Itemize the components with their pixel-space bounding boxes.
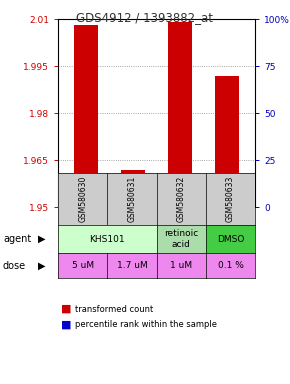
Text: transformed count: transformed count	[75, 305, 154, 314]
Bar	[168, 203, 192, 207]
Text: retinoic
acid: retinoic acid	[164, 229, 198, 249]
Text: 1 uM: 1 uM	[170, 262, 192, 270]
Text: ▶: ▶	[38, 234, 46, 244]
Text: agent: agent	[3, 234, 31, 244]
Text: ■: ■	[61, 304, 71, 314]
Text: GDS4912 / 1393882_at: GDS4912 / 1393882_at	[77, 12, 213, 25]
Bar	[168, 22, 192, 207]
Text: 0.1 %: 0.1 %	[218, 262, 244, 270]
Text: DMSO: DMSO	[217, 235, 244, 243]
Bar	[215, 76, 239, 207]
Text: 1.7 uM: 1.7 uM	[117, 262, 147, 270]
Text: GSM580630: GSM580630	[78, 175, 87, 222]
Bar	[122, 170, 145, 207]
Text: dose: dose	[3, 261, 26, 271]
Text: KHS101: KHS101	[90, 235, 125, 243]
Bar	[75, 203, 98, 207]
Bar	[75, 25, 98, 207]
Bar	[215, 203, 239, 207]
Text: 5 uM: 5 uM	[72, 262, 94, 270]
Text: GSM580632: GSM580632	[177, 175, 186, 222]
Text: GSM580633: GSM580633	[226, 175, 235, 222]
Text: ▶: ▶	[38, 261, 46, 271]
Text: GSM580631: GSM580631	[127, 175, 137, 222]
Text: ■: ■	[61, 319, 71, 329]
Bar	[122, 203, 145, 207]
Text: percentile rank within the sample: percentile rank within the sample	[75, 320, 218, 329]
